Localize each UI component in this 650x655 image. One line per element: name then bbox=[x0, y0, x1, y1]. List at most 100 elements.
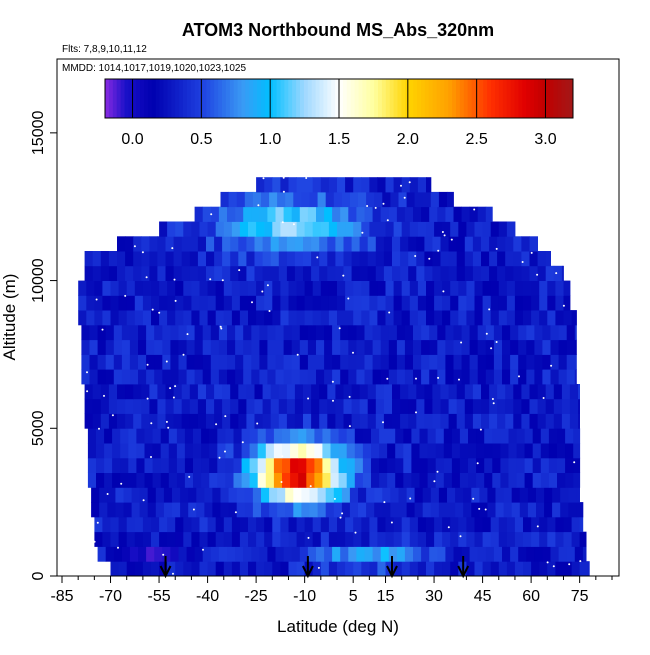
heatmap-cell bbox=[523, 310, 532, 326]
heatmap-cell bbox=[458, 310, 467, 326]
heatmap-cell bbox=[568, 487, 577, 503]
heatmap-cell bbox=[451, 472, 461, 488]
heatmap-cell bbox=[265, 457, 275, 473]
heatmap-cell bbox=[291, 339, 301, 355]
sample-marker bbox=[317, 566, 320, 569]
sample-marker bbox=[256, 422, 259, 425]
heatmap-cell bbox=[332, 206, 341, 222]
y-tick-label: 15000 bbox=[30, 111, 47, 156]
colorbar-segment bbox=[171, 79, 176, 118]
heatmap-cell bbox=[209, 472, 218, 488]
heatmap-cell bbox=[252, 487, 262, 503]
heatmap-cell bbox=[314, 428, 323, 444]
heatmap-cell bbox=[485, 324, 495, 341]
heatmap-cell bbox=[168, 428, 178, 444]
colorbar-segment bbox=[518, 79, 523, 118]
heatmap-cell bbox=[309, 487, 318, 503]
sample-marker bbox=[209, 278, 212, 281]
heatmap-cell bbox=[186, 324, 196, 341]
heatmap-cell bbox=[438, 502, 448, 518]
heatmap-cell bbox=[238, 265, 247, 281]
heatmap-cell bbox=[547, 561, 556, 577]
heatmap-cell bbox=[167, 561, 176, 577]
heatmap-cell bbox=[280, 310, 289, 326]
heatmap-cell bbox=[296, 310, 306, 326]
colorbar-segment bbox=[358, 79, 363, 118]
heatmap-cell bbox=[126, 561, 136, 577]
heatmap-cell bbox=[476, 443, 485, 459]
heatmap-cell bbox=[351, 413, 361, 429]
heatmap-cell bbox=[547, 295, 556, 311]
heatmap-cell bbox=[126, 295, 136, 311]
heatmap-cell bbox=[374, 191, 383, 208]
heatmap-cell bbox=[157, 236, 166, 252]
heatmap-cell bbox=[230, 251, 239, 267]
heatmap-cell bbox=[413, 206, 422, 222]
sample-marker bbox=[224, 450, 226, 453]
heatmap-cell bbox=[453, 369, 462, 385]
heatmap-cell bbox=[385, 295, 394, 311]
heatmap-cell bbox=[235, 546, 244, 562]
heatmap-cell bbox=[320, 221, 330, 237]
heatmap-cell bbox=[264, 280, 273, 296]
heatmap-cell bbox=[424, 265, 433, 281]
heatmap-cell bbox=[291, 546, 301, 562]
heatmap-cell bbox=[542, 324, 551, 341]
heatmap-cell bbox=[380, 206, 390, 222]
heatmap-cell bbox=[118, 295, 128, 311]
heatmap-cell bbox=[382, 502, 391, 518]
heatmap-cell bbox=[442, 280, 451, 296]
heatmap-cell bbox=[264, 531, 273, 547]
heatmap-cell bbox=[265, 443, 275, 459]
sample-marker bbox=[292, 223, 295, 226]
heatmap-cell bbox=[469, 354, 479, 370]
heatmap-cell bbox=[178, 546, 187, 562]
heatmap-cell bbox=[451, 428, 461, 444]
heatmap-cell bbox=[87, 472, 97, 488]
heatmap-cell bbox=[307, 369, 317, 385]
heatmap-cell bbox=[472, 384, 482, 400]
heatmap-cell bbox=[294, 398, 304, 414]
heatmap-cell bbox=[97, 369, 107, 385]
heatmap-cell bbox=[113, 354, 123, 370]
heatmap-cell bbox=[354, 472, 364, 488]
heatmap-cell bbox=[133, 265, 142, 281]
heatmap-cell bbox=[395, 457, 404, 473]
heatmap-cell bbox=[434, 516, 443, 533]
heatmap-cell bbox=[375, 236, 385, 252]
heatmap-cell bbox=[430, 502, 440, 518]
heatmap-cell bbox=[432, 413, 441, 429]
sample-marker bbox=[133, 245, 136, 248]
heatmap-cell bbox=[343, 413, 352, 429]
heatmap-cell bbox=[518, 369, 527, 385]
heatmap-cell bbox=[280, 221, 289, 237]
heatmap-cell bbox=[450, 531, 459, 547]
heatmap-cell bbox=[184, 443, 194, 459]
heatmap-cell bbox=[547, 280, 556, 296]
heatmap-cell bbox=[120, 443, 129, 459]
heatmap-cell bbox=[372, 324, 382, 341]
heatmap-cell bbox=[301, 487, 310, 503]
heatmap-cell bbox=[201, 472, 210, 488]
colorbar-segment bbox=[296, 79, 301, 118]
heatmap-cell bbox=[272, 531, 281, 547]
heatmap-cell bbox=[256, 221, 265, 237]
colorbar-segment bbox=[432, 79, 437, 118]
heatmap-cell bbox=[340, 339, 349, 355]
heatmap-cell bbox=[534, 324, 543, 341]
heatmap-cell bbox=[364, 206, 373, 222]
heatmap-cell bbox=[367, 251, 377, 267]
heatmap-cell bbox=[202, 354, 212, 370]
sample-marker bbox=[492, 402, 495, 405]
colorbar-segment bbox=[569, 79, 574, 118]
sample-marker bbox=[339, 516, 342, 519]
sample-marker bbox=[341, 512, 344, 515]
heatmap-cell bbox=[526, 354, 535, 370]
colorbar-segment bbox=[514, 79, 519, 118]
heatmap-cell bbox=[152, 472, 162, 488]
heatmap-cell bbox=[196, 502, 205, 518]
heatmap-cell bbox=[286, 236, 296, 252]
heatmap-cell bbox=[353, 516, 362, 533]
heatmap-cell bbox=[529, 265, 538, 281]
colorbar-segment bbox=[557, 79, 562, 118]
